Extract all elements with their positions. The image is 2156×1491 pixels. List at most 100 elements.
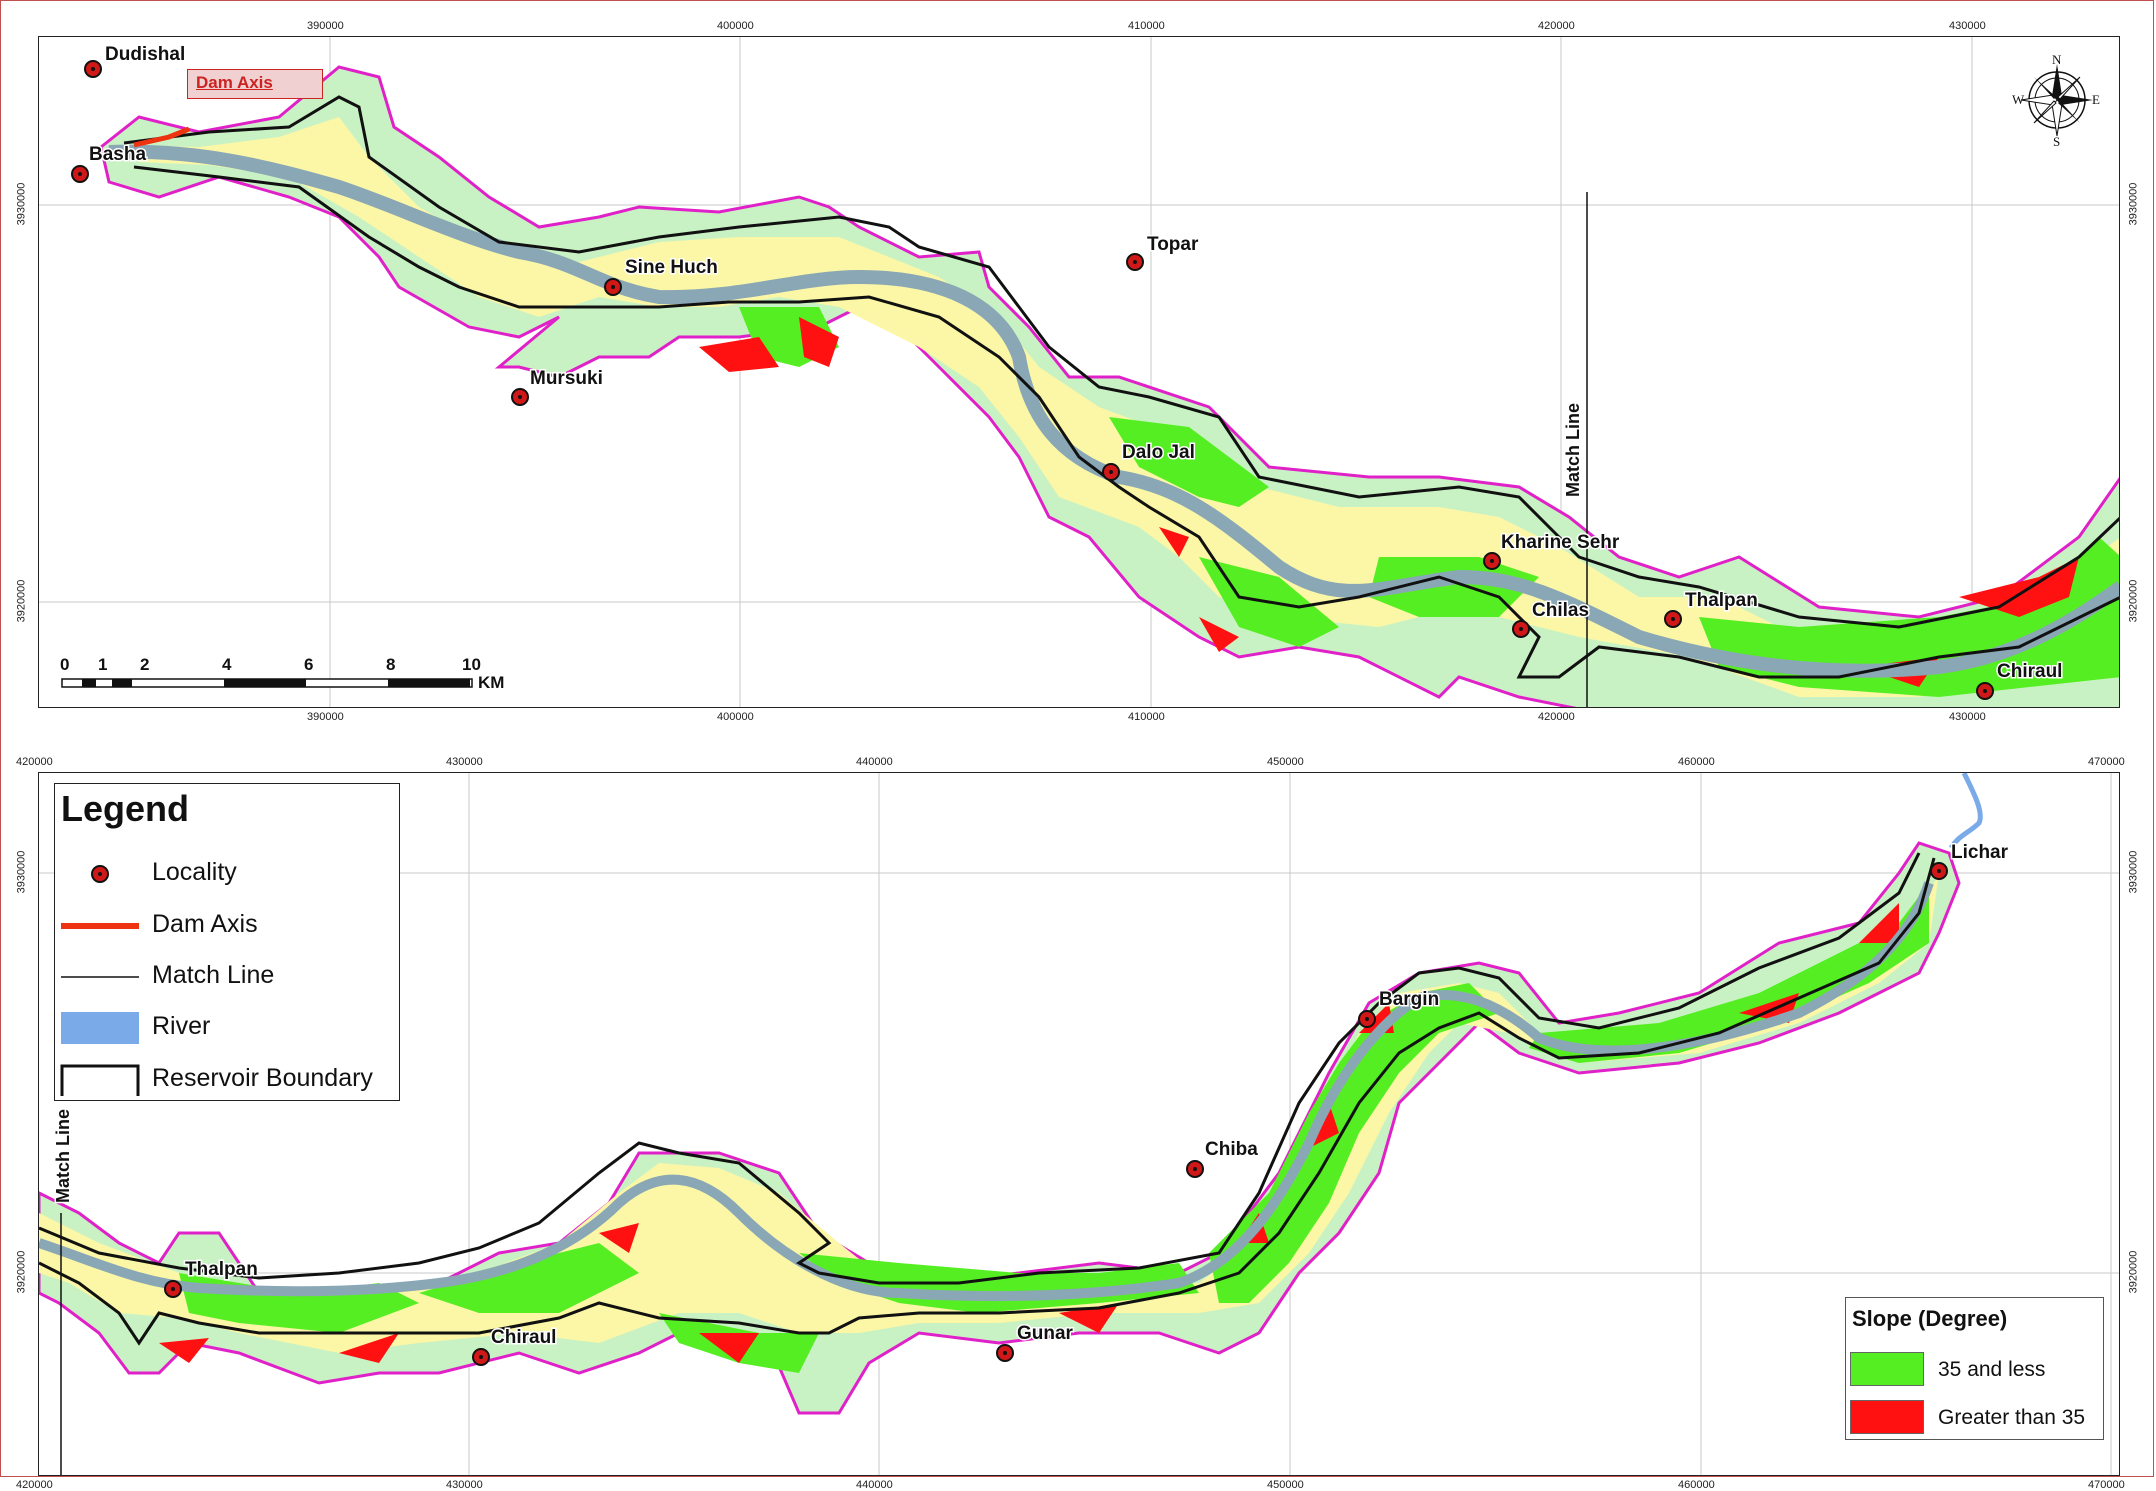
slope-high-swatch <box>1850 1400 1924 1434</box>
locality-dot-center <box>1983 689 1987 693</box>
locality-label: Thalpan <box>185 1259 258 1280</box>
slope-legend-box: Slope (Degree) 35 and less Greater than … <box>1845 1297 2104 1440</box>
locality-dot-center <box>1519 627 1523 631</box>
legend-item-label: Match Line <box>152 961 275 989</box>
match-line-label: Match Line <box>1563 403 1583 497</box>
bottom-reservoir-boundary-south <box>39 857 1936 1346</box>
scale-label: 0 <box>60 655 70 674</box>
x-tick-label: 440000 <box>856 756 893 768</box>
legend-item-locality: Locality <box>55 852 399 892</box>
river-swatch-icon <box>61 1012 139 1044</box>
y-tick-label: 3930000 <box>2127 182 2140 226</box>
x-tick-label: 420000 <box>16 1479 53 1491</box>
locality-dot-center <box>1671 617 1675 621</box>
y-tick-label: 3920000 <box>15 579 28 623</box>
locality-label: Topar <box>1147 234 1199 255</box>
locality-dot-center <box>1365 1017 1369 1021</box>
locality-label: Dalo Jal <box>1122 442 1195 463</box>
locality-dot-center <box>479 1355 483 1359</box>
x-tick-label: 470000 <box>2088 756 2125 768</box>
bottom-localities <box>164 862 1948 1366</box>
top-buffer-zone <box>99 65 2119 707</box>
scale-label: 6 <box>304 655 314 674</box>
dam-axis-callout-text: Dam Axis <box>196 73 273 92</box>
scale-label: 10 <box>462 655 481 674</box>
compass-e: E <box>2092 92 2100 107</box>
legend-item-label: Locality <box>152 858 237 886</box>
locality-dot-center <box>518 395 522 399</box>
slope-legend-label: Greater than 35 <box>1938 1406 2086 1429</box>
x-tick-label: 460000 <box>1678 1479 1715 1491</box>
bottom-river <box>39 881 1934 1301</box>
locality-label: Chiraul <box>1997 661 2062 682</box>
legend-item-label: River <box>152 1012 211 1040</box>
locality-label: Lichar <box>1951 842 2009 863</box>
locality-dot-center <box>1109 470 1113 474</box>
locality-dot-center <box>171 1287 175 1291</box>
locality-dot-icon <box>91 865 109 883</box>
slope-legend-item-high: Greater than 35 <box>1846 1398 2103 1438</box>
x-tick-label: 390000 <box>307 711 344 723</box>
scale-bar-graphic <box>61 678 473 688</box>
locality-label: Bargin <box>1379 989 1439 1010</box>
scale-label: 8 <box>386 655 396 674</box>
locality-label: Sine Huch <box>625 257 718 278</box>
locality-label: Mursuki <box>530 368 603 389</box>
dam-axis-line <box>133 126 190 148</box>
top-reservoir-boundary-south <box>133 165 2119 679</box>
locality-dot-center <box>1490 559 1494 563</box>
match-line-icon <box>61 976 139 978</box>
slope-legend-item-low: 35 and less <box>1846 1350 2103 1390</box>
locality-dot-center <box>611 285 615 289</box>
top-map-panel[interactable]: Dudishal Basha Sine Huch Topar Mursuki D… <box>38 36 2120 708</box>
top-reservoir-boundary <box>123 95 2119 629</box>
x-tick-label: 470000 <box>2088 1479 2125 1491</box>
x-tick-label: 450000 <box>1267 1479 1304 1491</box>
x-tick-label: 410000 <box>1128 20 1165 32</box>
top-localities <box>71 60 1994 700</box>
top-reservoir-area <box>119 117 2119 697</box>
legend-item-match-line: Match Line <box>55 955 399 995</box>
upstream-river <box>1948 773 1983 850</box>
locality-dot-center <box>78 172 82 176</box>
bottom-map-panel[interactable]: Lichar Bargin Chiba Thalpan Chiraul Guna… <box>38 772 2120 1476</box>
y-tick-label: 3920000 <box>15 1250 28 1294</box>
locality-label: Thalpan <box>1685 590 1758 611</box>
locality-label: Chiraul <box>491 1327 556 1348</box>
top-river <box>108 144 2119 678</box>
locality-dot-center <box>1193 1167 1197 1171</box>
locality-label: Chilas <box>1532 600 1589 621</box>
x-tick-label: 430000 <box>446 1479 483 1491</box>
match-line-label: Match Line <box>53 1109 73 1203</box>
locality-label: Gunar <box>1017 1323 1074 1344</box>
slope-legend-title: Slope (Degree) <box>1852 1306 2008 1331</box>
scale-unit: KM <box>478 673 505 692</box>
x-tick-label: 420000 <box>1538 711 1575 723</box>
x-tick-label: 450000 <box>1267 756 1304 768</box>
bottom-map-canvas: Lichar Bargin Chiba Thalpan Chiraul Guna… <box>39 773 2119 1475</box>
north-arrow-icon: N S E W <box>2012 52 2102 149</box>
y-tick-label: 3920000 <box>2127 579 2140 623</box>
locality-dot-center <box>1937 869 1941 873</box>
x-tick-label: 430000 <box>1949 20 1986 32</box>
compass-n: N <box>2052 52 2062 67</box>
x-tick-label: 430000 <box>446 756 483 768</box>
x-tick-label: 460000 <box>1678 756 1715 768</box>
top-map-canvas: Dudishal Basha Sine Huch Topar Mursuki D… <box>39 37 2119 707</box>
x-tick-label: 420000 <box>16 756 53 768</box>
x-tick-label: 400000 <box>717 711 754 723</box>
locality-dot-center <box>1133 260 1137 264</box>
compass-rose-icon <box>2020 64 2093 137</box>
legend-item-river: River <box>55 1006 399 1046</box>
scale-bar: 0 1 2 4 6 8 10 KM <box>60 655 504 695</box>
locality-label: Basha <box>89 144 146 165</box>
reservoir-boundary-icon <box>60 1064 140 1096</box>
locality-label: Dudishal <box>105 44 185 65</box>
x-tick-label: 400000 <box>717 20 754 32</box>
x-tick-label: 410000 <box>1128 711 1165 723</box>
locality-label: Chiba <box>1205 1139 1258 1160</box>
locality-label: Kharine Sehr <box>1501 532 1620 553</box>
slope-low-swatch <box>1850 1352 1924 1386</box>
compass-s: S <box>2053 134 2061 149</box>
